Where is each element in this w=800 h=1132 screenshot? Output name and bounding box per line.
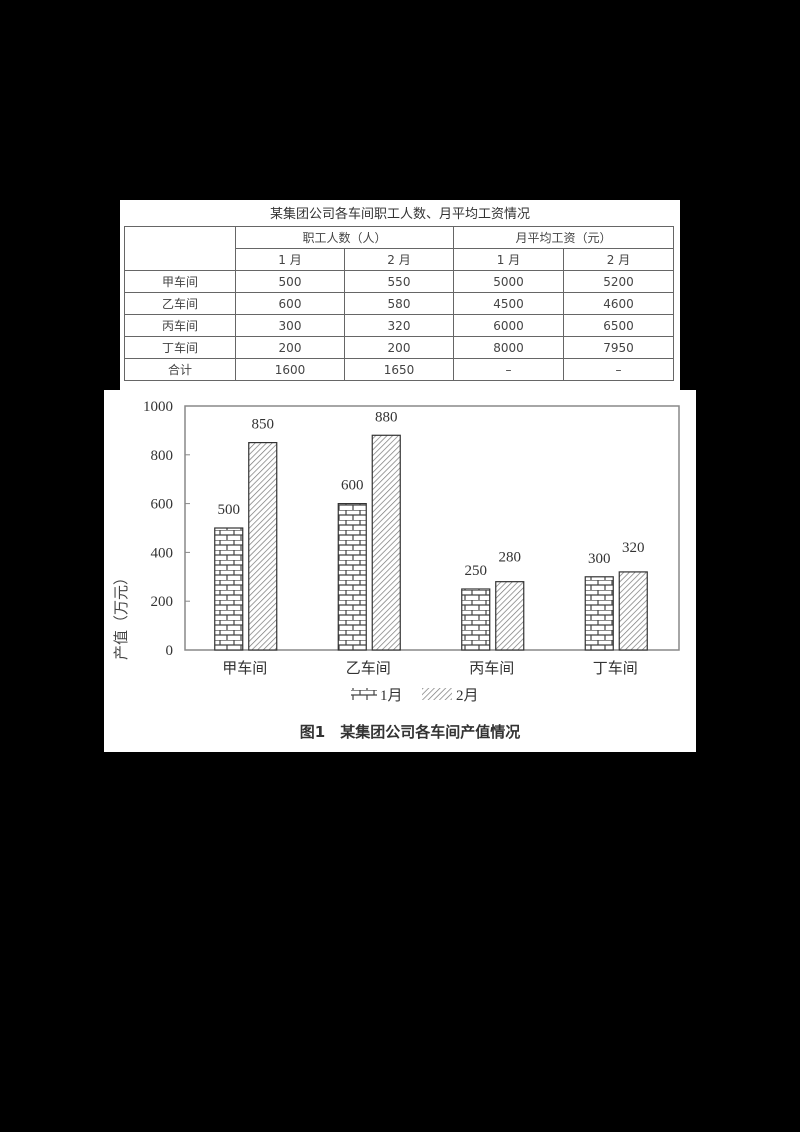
table-row: 合计 1600 1650 – – — [124, 358, 674, 381]
cell: 6000 — [453, 314, 564, 337]
corner-cell — [124, 226, 236, 271]
cell: 5000 — [453, 270, 564, 293]
legend-swatch-jan — [351, 688, 377, 700]
data-label: 300 — [588, 551, 611, 567]
plot-area: 500 850 600 880 250 280 300 320 — [184, 405, 680, 651]
cell: – — [453, 358, 564, 381]
group-header: 月平均工资（元） — [453, 226, 674, 249]
y-tick-label: 0 — [166, 643, 174, 659]
data-label: 280 — [499, 550, 522, 566]
legend-label-jan: 1月 — [380, 688, 403, 704]
sub-header: 1 月 — [453, 248, 564, 271]
y-axis-label: 产值（万元） — [112, 570, 130, 660]
group-header: 职工人数（人） — [235, 226, 454, 249]
cell: 580 — [344, 292, 454, 315]
x-axis: 甲车间 乙车间 丙车间 丁车间 — [222, 659, 638, 677]
row-label: 丙车间 — [124, 314, 236, 337]
row-label: 丁车间 — [124, 336, 236, 359]
cell: 8000 — [453, 336, 564, 359]
x-tick-label: 甲车间 — [222, 659, 267, 677]
bar-chart: 500 850 600 880 250 280 300 320 0 200 400 600 800 10… — [112, 399, 680, 741]
bar-jan — [584, 576, 614, 651]
bar-jan — [461, 588, 491, 651]
table-panel: 某集团公司各车间职工人数、月平均工资情况 职工人数（人） 月平均工资（元） 1 … — [120, 200, 680, 390]
plot-frame — [184, 405, 680, 651]
data-label: 850 — [252, 417, 275, 433]
legend-label-feb: 2月 — [456, 688, 479, 704]
data-label: 250 — [465, 563, 488, 579]
y-tick-label: 800 — [151, 448, 174, 464]
table-row: 丙车间 300 320 6000 6500 — [124, 314, 674, 337]
sub-header: 2 月 — [344, 248, 454, 271]
data-table: 职工人数（人） 月平均工资（元） 1 月 2 月 1 月 2 月 甲车间 500… — [124, 226, 674, 381]
bar-feb — [495, 581, 525, 651]
legend-swatch-feb — [422, 688, 452, 700]
cell: 320 — [344, 314, 454, 337]
cell: 300 — [235, 314, 345, 337]
data-label: 600 — [341, 478, 364, 494]
y-axis: 0 200 400 600 800 1000 — [143, 399, 190, 659]
cell: 1600 — [235, 358, 345, 381]
cell: – — [563, 358, 674, 381]
table-title: 某集团公司各车间职工人数、月平均工资情况 — [269, 207, 530, 222]
cell: 6500 — [563, 314, 674, 337]
y-tick-label: 600 — [151, 497, 174, 513]
y-tick-label: 400 — [151, 545, 174, 561]
table-row: 丁车间 200 200 8000 7950 — [124, 336, 674, 359]
data-label: 500 — [218, 502, 241, 518]
row-label: 乙车间 — [124, 292, 236, 315]
chart-caption: 图1 某集团公司各车间产值情况 — [300, 723, 520, 741]
sub-header: 1 月 — [235, 248, 345, 271]
x-tick-label: 乙车间 — [346, 659, 391, 677]
bar-jan — [337, 502, 367, 651]
cell: 500 — [235, 270, 345, 293]
cell: 5200 — [563, 270, 674, 293]
data-label: 320 — [622, 540, 645, 556]
sub-header: 2 月 — [563, 248, 674, 271]
table-row: 甲车间 500 550 5000 5200 — [124, 270, 674, 293]
legend: 1月 2月 — [351, 688, 479, 704]
x-tick-label: 丙车间 — [469, 659, 514, 677]
row-label: 合计 — [124, 358, 236, 381]
cell: 200 — [344, 336, 454, 359]
cell: 7950 — [563, 336, 674, 359]
table-row: 乙车间 600 580 4500 4600 — [124, 292, 674, 315]
chart-panel: 500 850 600 880 250 280 300 320 0 200 400 600 800 10… — [104, 390, 696, 752]
bar-feb — [248, 441, 278, 651]
bar-feb — [371, 434, 401, 651]
cell: 550 — [344, 270, 454, 293]
data-label: 880 — [375, 409, 398, 425]
bar-jan — [214, 527, 244, 651]
bar-feb — [618, 571, 648, 651]
x-tick-label: 丁车间 — [593, 659, 638, 677]
cell: 600 — [235, 292, 345, 315]
row-label: 甲车间 — [124, 270, 236, 293]
cell: 4600 — [563, 292, 674, 315]
y-tick-label: 200 — [151, 594, 174, 610]
y-tick-label: 1000 — [143, 399, 173, 415]
cell: 4500 — [453, 292, 564, 315]
cell: 1650 — [344, 358, 454, 381]
cell: 200 — [235, 336, 345, 359]
